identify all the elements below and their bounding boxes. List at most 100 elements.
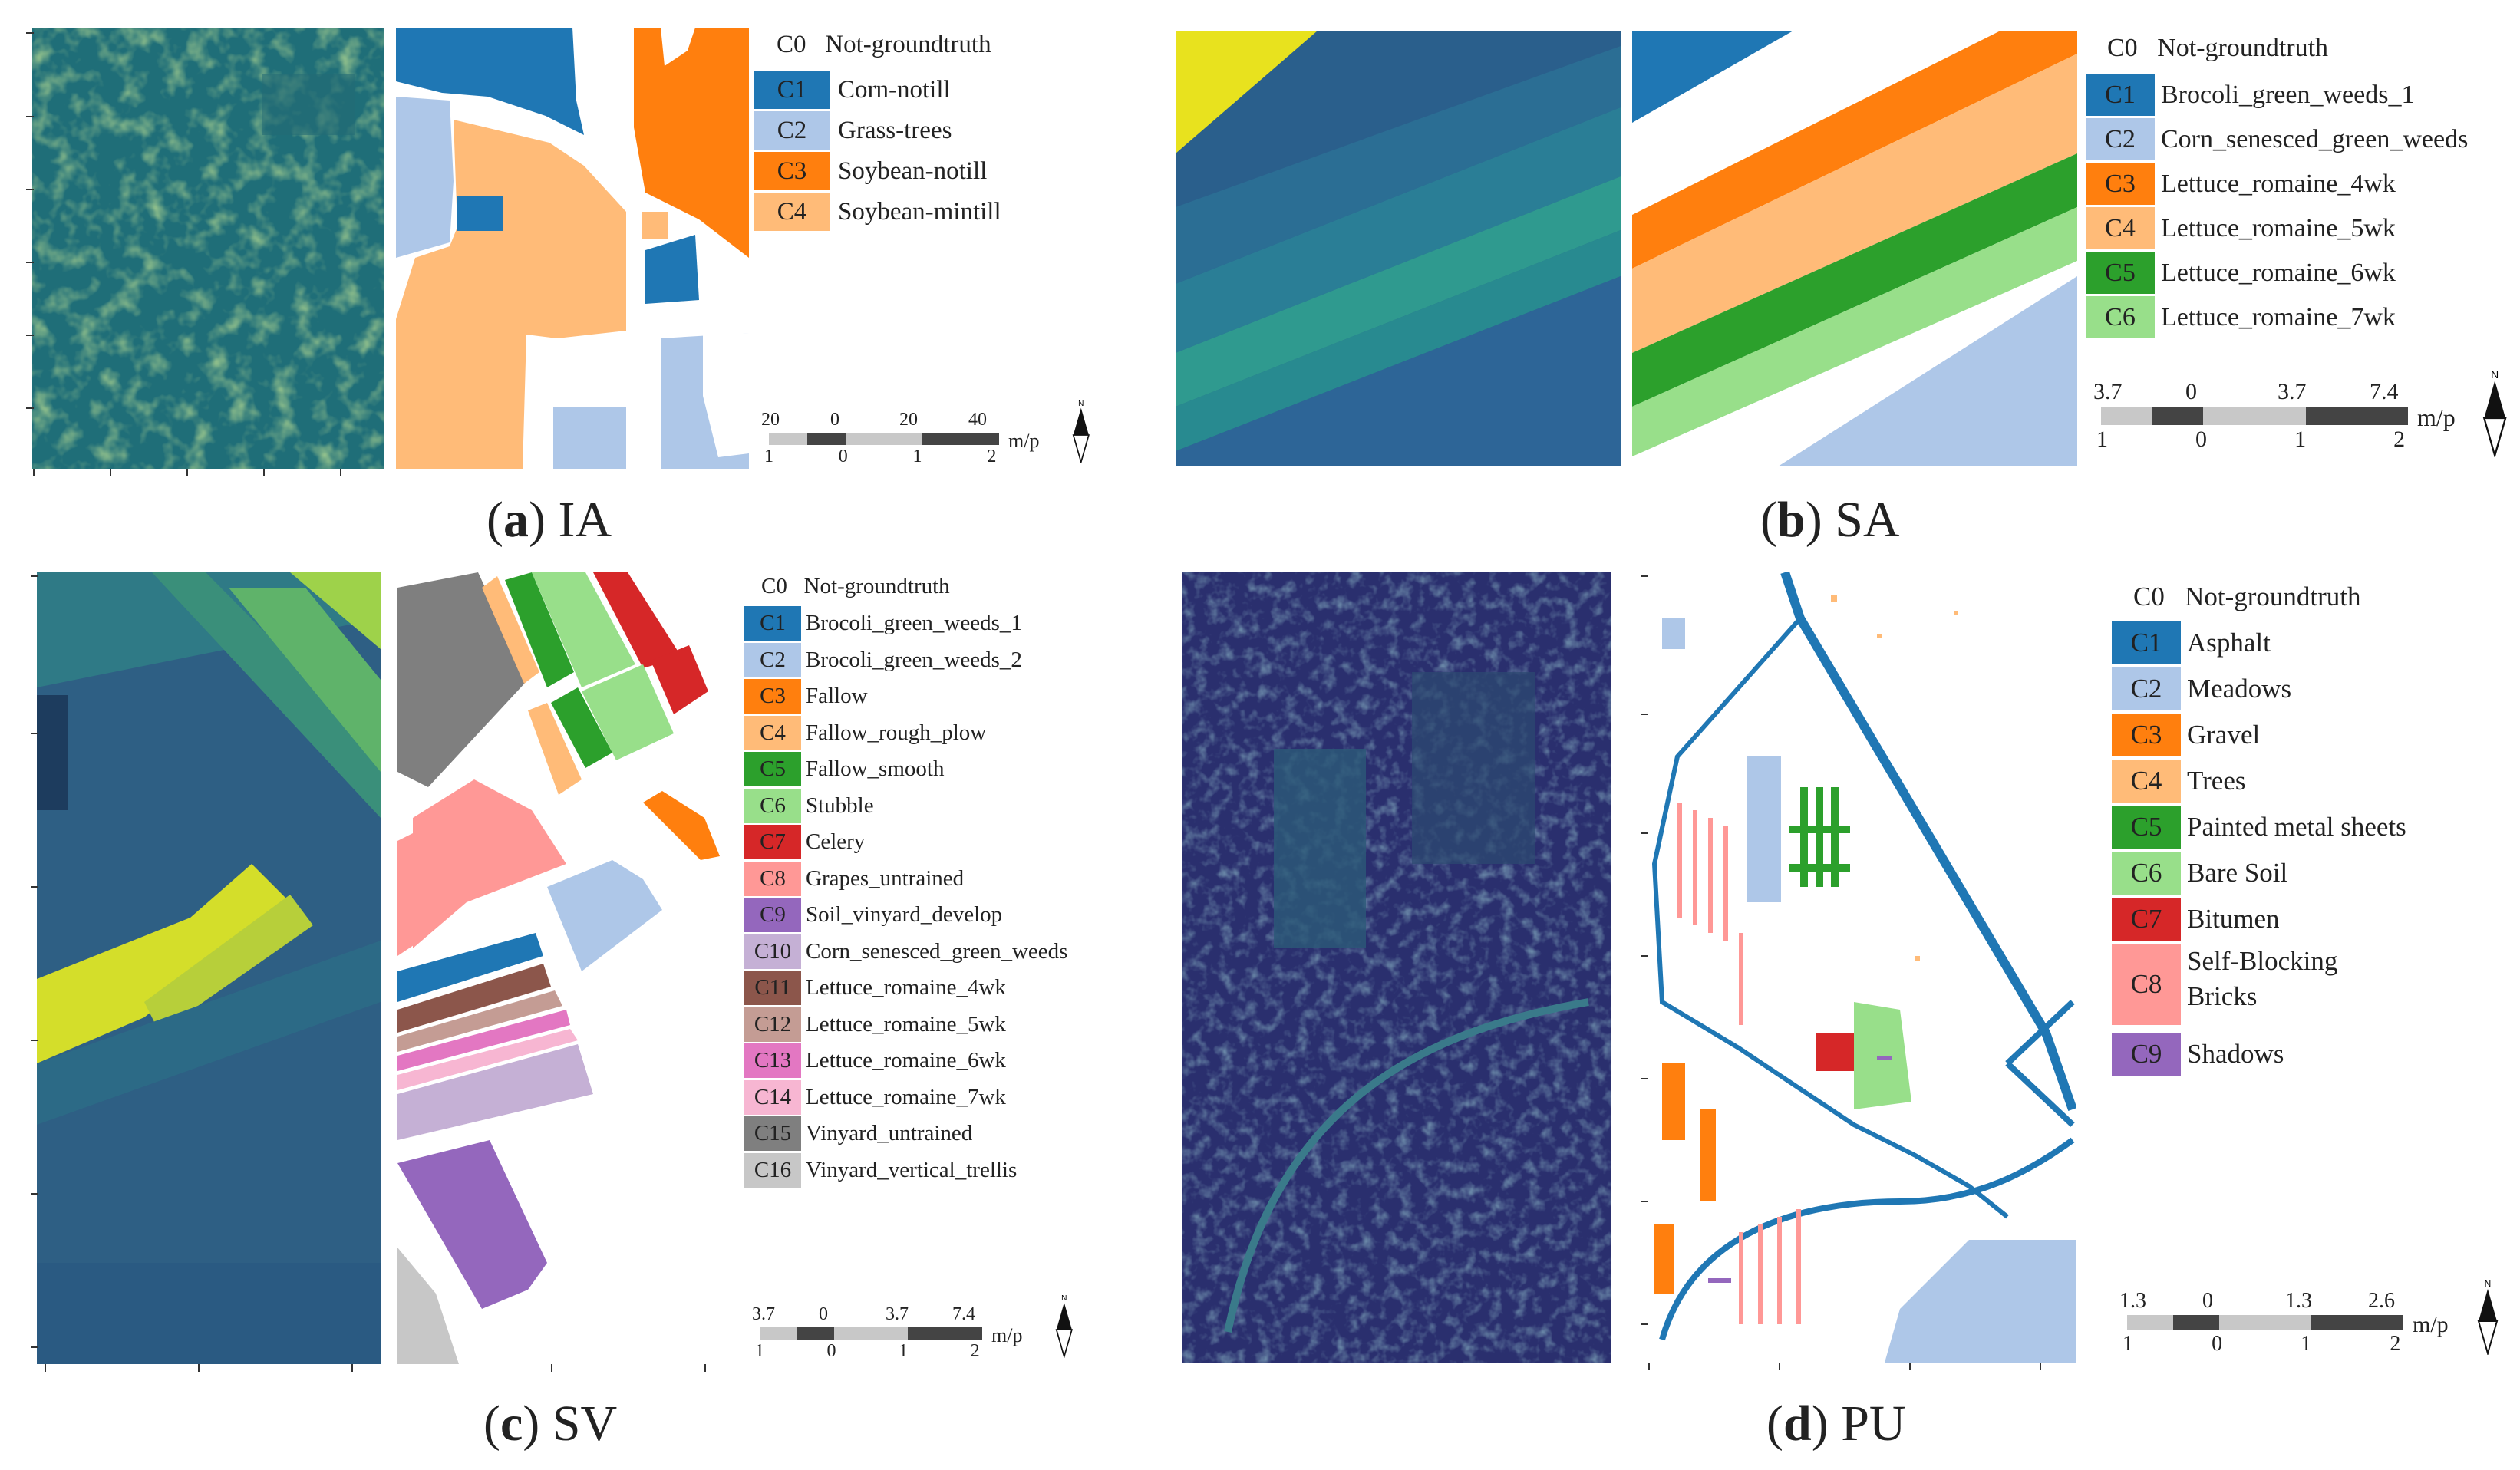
- scale-top-label: 40: [968, 410, 987, 430]
- legend-label: Bare Soil: [2187, 858, 2288, 888]
- legend-swatch: C16: [744, 1152, 801, 1188]
- scale-bottom-label: 1: [2301, 1332, 2312, 1356]
- legend-label: Grass-trees: [838, 117, 952, 144]
- scale-bottom-label: 2: [2390, 1332, 2401, 1356]
- legend-swatch: C15: [744, 1116, 801, 1151]
- legend-swatch: C11: [744, 971, 801, 1005]
- scale-bar-segments: [769, 433, 999, 445]
- legend-swatch: C14: [744, 1079, 801, 1115]
- scale-bottom-label: 0: [838, 447, 848, 466]
- legend-header: C0 Not-groundtruth: [2133, 582, 2361, 611]
- scale-top-label: 3.7: [886, 1304, 909, 1324]
- scale-bottom-label: 1: [2294, 427, 2307, 452]
- legend-label: Shadows: [2187, 1039, 2284, 1069]
- legend-label: Soybean-notill: [838, 157, 988, 185]
- legend-label: Celery: [806, 829, 866, 854]
- pu-hyperspectral-image: [1182, 572, 1611, 1363]
- legend-label: Brocoli_green_weeds_1: [806, 611, 1022, 635]
- scale-bottom-label: 1: [755, 1341, 764, 1361]
- sv-groundtruth-map: [397, 572, 740, 1364]
- legend-swatch: C1: [754, 71, 830, 109]
- legend-label: Trees: [2187, 766, 2246, 796]
- legend-swatch: C9: [2112, 1033, 2181, 1076]
- legend-label: Lettuce_romaine_6wk: [806, 1048, 1006, 1073]
- legend-header: C0 Not-groundtruth: [777, 31, 991, 58]
- pu-caption: (d) PU: [1766, 1396, 1906, 1452]
- scale-top-label: 0: [830, 410, 839, 430]
- scale-unit: m/p: [991, 1324, 1023, 1346]
- legend-swatch: C5: [2112, 806, 2181, 849]
- legend-label: Self-Blocking Bricks: [2187, 946, 2338, 1011]
- legend-swatch: C3: [2112, 714, 2181, 756]
- legend-label: Soil_vinyard_develop: [806, 902, 1003, 927]
- scale-top-label: 1.3: [2119, 1289, 2146, 1313]
- legend-swatch: C1: [744, 606, 801, 641]
- north-arrow-icon: N: [1068, 399, 1094, 467]
- legend-swatch: C13: [744, 1043, 801, 1078]
- legend-label: Lettuce_romaine_7wk: [2161, 303, 2396, 331]
- scale-top-label: 20: [899, 410, 918, 430]
- legend-label: Brocoli_green_weeds_2: [806, 647, 1022, 672]
- pu-groundtruth-map: [1647, 572, 2076, 1363]
- legend-swatch: C3: [2086, 163, 2155, 205]
- svg-text:N: N: [1061, 1294, 1067, 1303]
- scale-bottom-label: 1: [899, 1341, 909, 1361]
- legend-swatch: C6: [2112, 852, 2181, 895]
- scale-bottom-label: 1: [912, 447, 922, 466]
- sa-groundtruth-map: [1632, 31, 2077, 466]
- svg-text:N: N: [1078, 400, 1084, 408]
- scale-top-label: 3.7: [752, 1304, 775, 1324]
- legend-swatch: C8: [2112, 944, 2181, 1025]
- legend-label: Stubble: [806, 793, 874, 818]
- scale-bottom-label: 1: [2096, 427, 2108, 452]
- legend-swatch: C10: [744, 934, 801, 969]
- legend-label: Asphalt: [2187, 628, 2271, 658]
- scale-unit: m/p: [2413, 1312, 2449, 1337]
- north-arrow-icon: N: [2477, 368, 2512, 461]
- legend-label: Corn-notill: [838, 76, 951, 104]
- legend-label: Fallow_rough_plow: [806, 720, 987, 745]
- legend-swatch: C1: [2086, 74, 2155, 116]
- legend-label: Painted metal sheets: [2187, 812, 2406, 842]
- legend-swatch: C12: [744, 1007, 801, 1042]
- legend-label: Gravel: [2187, 720, 2261, 750]
- scale-top-label: 2.6: [2368, 1289, 2395, 1313]
- legend-swatch: C4: [2112, 760, 2181, 803]
- legend-swatch: C5: [2086, 252, 2155, 294]
- ia-hyperspectral-image: [32, 28, 384, 469]
- legend-label: Lettuce_romaine_6wk: [2161, 259, 2396, 287]
- sv-hyperspectral-image: [37, 572, 381, 1364]
- scale-top-label: 0: [819, 1304, 828, 1324]
- legend-header: C0 Not-groundtruth: [2107, 34, 2329, 62]
- scale-top-label: 7.4: [952, 1304, 975, 1324]
- scale-top-label: 20: [761, 410, 780, 430]
- legend-swatch: C2: [2112, 667, 2181, 710]
- legend-label: Fallow_smooth: [806, 756, 945, 781]
- scale-unit: m/p: [1008, 430, 1040, 452]
- legend-label: Meadows: [2187, 674, 2292, 704]
- scale-bottom-label: 1: [2123, 1332, 2133, 1356]
- legend-label: Fallow: [806, 684, 868, 708]
- scale-top-label: 3.7: [2093, 379, 2123, 404]
- legend-label: Lettuce_romaine_5wk: [2161, 214, 2396, 242]
- scale-bottom-label: 2: [987, 447, 997, 466]
- legend-label: Grapes_untrained: [806, 865, 965, 891]
- scale-unit: m/p: [2417, 404, 2456, 431]
- legend-label: Corn_senesced_green_weeds: [2161, 125, 2469, 153]
- legend-header: C0 Not-groundtruth: [761, 574, 950, 598]
- svg-text:N: N: [2485, 1278, 2492, 1289]
- legend-label: Lettuce_romaine_4wk: [806, 975, 1006, 1000]
- scale-top-label: 7.4: [2370, 379, 2399, 404]
- scale-bottom-label: 0: [826, 1341, 836, 1361]
- legend-swatch: C6: [744, 788, 801, 823]
- legend-label: Lettuce_romaine_7wk: [806, 1084, 1006, 1109]
- scale-bottom-label: 0: [2212, 1332, 2223, 1356]
- legend-label: Soybean-mintill: [838, 198, 1001, 226]
- legend-swatch: C2: [744, 642, 801, 677]
- legend-swatch: C6: [2086, 296, 2155, 338]
- legend-swatch: C7: [744, 825, 801, 859]
- scale-bottom-label: 2: [970, 1341, 980, 1361]
- legend-label: Lettuce_romaine_5wk: [806, 1011, 1006, 1037]
- legend-swatch: C7: [2112, 898, 2181, 941]
- scale-top-label: 0: [2202, 1289, 2213, 1313]
